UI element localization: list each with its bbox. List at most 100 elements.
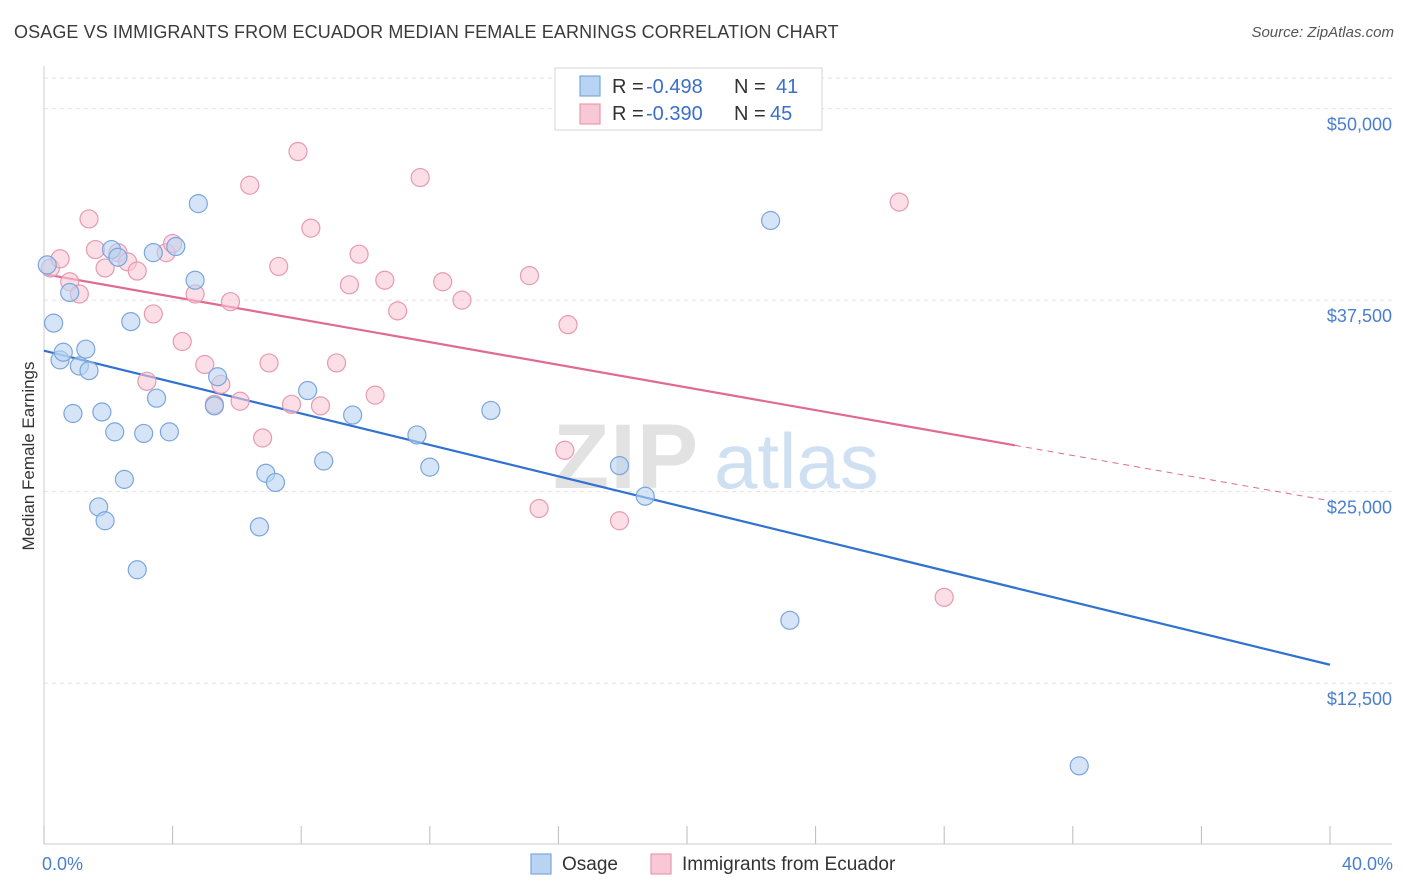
- osage-point: [780, 610, 800, 630]
- legend-swatch-osage: [579, 75, 601, 97]
- bottom-legend-label-osage: Osage: [562, 854, 618, 875]
- ecuador-point: [288, 141, 308, 162]
- ecuador-point: [220, 292, 241, 312]
- ecuador-point: [281, 394, 302, 414]
- ecuador-point: [519, 266, 540, 286]
- watermark-zip: ZIP: [553, 406, 699, 508]
- osage-point: [143, 243, 163, 263]
- legend-r-value: -0.498: [646, 76, 703, 98]
- y-axis-label: Median Female Earnings: [19, 362, 38, 551]
- legend-n-value: 45: [770, 103, 792, 125]
- x-tick-labels: 0.0% 40.0%: [42, 854, 1393, 874]
- ecuador-point: [301, 218, 321, 238]
- osage-point: [635, 486, 655, 506]
- watermark: ZIP atlas: [553, 406, 879, 508]
- osage-point: [265, 472, 286, 493]
- x-tick-label-start: 0.0%: [42, 854, 83, 874]
- ecuador-point: [452, 290, 472, 310]
- ecuador-point: [172, 331, 192, 352]
- legend-swatch-ecuador: [579, 103, 601, 125]
- osage-point: [420, 457, 440, 477]
- ecuador-point: [310, 396, 331, 416]
- osage-point: [343, 405, 363, 425]
- legend-n-value: 41: [776, 76, 798, 98]
- ecuador-point: [339, 275, 360, 295]
- osage-point: [108, 247, 128, 267]
- ecuador-point: [410, 167, 430, 188]
- osage-point: [134, 423, 154, 444]
- ecuador-point: [433, 272, 453, 292]
- osage-point: [146, 388, 167, 408]
- osage-point: [63, 403, 83, 424]
- trend-line-1: [43, 273, 1016, 447]
- osage-point: [44, 313, 64, 333]
- osage-point: [609, 455, 630, 476]
- ecuador-point: [934, 587, 954, 607]
- legend-box: R = -0.498 N = 41 R = -0.390 N = 45: [554, 67, 823, 131]
- osage-point: [121, 311, 141, 332]
- bottom-legend-swatch-ecuador: [650, 853, 672, 875]
- ecuador-point: [259, 353, 279, 373]
- ecuador-point: [143, 304, 163, 324]
- osage-point: [185, 270, 205, 290]
- ecuador-point: [889, 192, 909, 212]
- osage-point: [105, 422, 125, 442]
- osage-point: [92, 402, 112, 422]
- ecuador-point: [269, 256, 289, 277]
- legend-r-label: R =: [612, 103, 644, 125]
- osage-point: [481, 400, 501, 421]
- osage-point: [1069, 756, 1089, 776]
- osage-point: [407, 425, 427, 445]
- ecuador-point: [79, 209, 99, 229]
- y-tick-label: $12,500: [1327, 689, 1392, 709]
- osage-point: [127, 560, 147, 580]
- legend-n-label: N =: [734, 103, 766, 125]
- trend-lines: [43, 273, 1331, 666]
- ecuador-point: [127, 261, 147, 281]
- ecuador-point: [349, 244, 369, 264]
- bottom-legend: Osage Immigrants from Ecuador: [530, 853, 896, 875]
- ecuador-point: [95, 258, 115, 278]
- osage-point: [53, 342, 73, 362]
- osage-point: [114, 469, 134, 489]
- watermark-atlas: atlas: [714, 417, 879, 505]
- ecuador-point: [375, 270, 395, 290]
- trend-line-0: [43, 349, 1331, 666]
- osage-point: [79, 361, 99, 381]
- ecuador-point: [365, 385, 385, 405]
- ecuador-point: [137, 371, 157, 391]
- ecuador-point: [326, 353, 347, 373]
- osage-point: [76, 339, 96, 359]
- ecuador-point: [609, 511, 630, 531]
- osage-point: [37, 255, 57, 275]
- axes: [43, 66, 1392, 845]
- legend-r-label: R =: [612, 76, 644, 98]
- chart-title: OSAGE VS IMMIGRANTS FROM ECUADOR MEDIAN …: [14, 22, 839, 42]
- legend-r-value: -0.390: [646, 103, 703, 125]
- ecuador-point: [253, 428, 273, 448]
- osage-point: [95, 511, 115, 531]
- osage-point: [159, 422, 179, 442]
- ecuador-point: [529, 498, 549, 519]
- series-ecuador-points: [40, 141, 954, 607]
- osage-point: [249, 517, 270, 537]
- y-tick-labels: $12,500 $25,000 $37,500 $50,000: [1327, 115, 1392, 710]
- ecuador-point: [230, 391, 250, 411]
- series-osage-points: [37, 194, 1089, 776]
- chart-source: Source: ZipAtlas.com: [1251, 24, 1394, 41]
- y-tick-label: $37,500: [1327, 306, 1392, 326]
- osage-point: [298, 380, 318, 401]
- osage-point: [188, 194, 208, 214]
- bottom-legend-label-ecuador: Immigrants from Ecuador: [682, 854, 896, 875]
- osage-point: [314, 451, 334, 471]
- x-tick-label-end: 40.0%: [1342, 854, 1393, 874]
- y-tick-label: $25,000: [1327, 498, 1392, 518]
- bottom-legend-swatch-osage: [530, 853, 552, 875]
- ecuador-point: [85, 239, 106, 260]
- ecuador-point: [240, 175, 260, 195]
- ecuador-point: [195, 354, 215, 375]
- osage-point: [760, 210, 781, 231]
- ecuador-point: [558, 315, 578, 335]
- osage-point: [204, 396, 224, 416]
- osage-point: [60, 282, 80, 303]
